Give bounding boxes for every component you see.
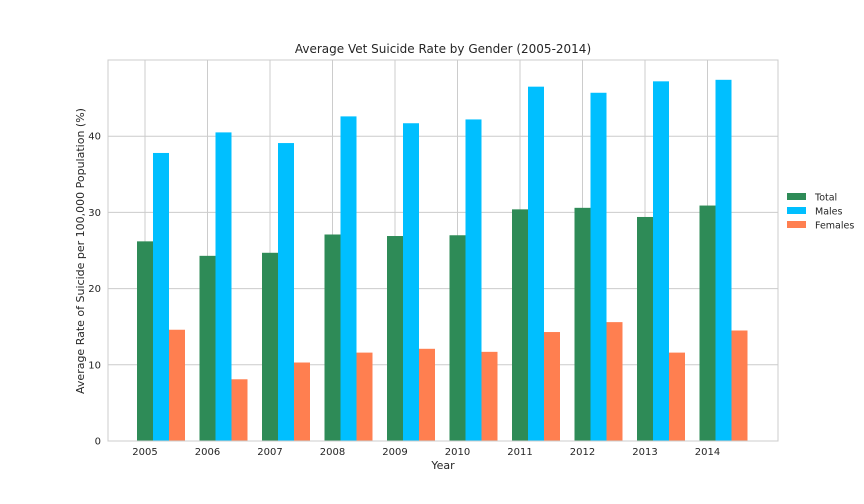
x-tick-labels: 2005 2006 2007 2008 2009 2010 2011 2012 2013 2014 — [132, 447, 720, 458]
bar-males-2010 — [465, 119, 482, 441]
y-tick-labels: 0 10 20 30 40 — [88, 132, 101, 448]
x-tick-label: 2012 — [570, 447, 595, 458]
bar-total-2007 — [262, 252, 278, 441]
bar-total-2008 — [324, 234, 341, 441]
bar-females-2014 — [731, 330, 748, 441]
bar-females-2007 — [294, 362, 310, 441]
x-tick-label: 2013 — [632, 447, 657, 458]
x-tick-label: 2005 — [132, 447, 157, 458]
x-tick-label: 2014 — [695, 447, 720, 458]
bar-females-2013 — [669, 352, 685, 441]
bar-females-2006 — [231, 379, 248, 441]
bar-total-2011 — [512, 209, 528, 441]
bar-total-2010 — [449, 235, 466, 441]
bar-total-2005 — [137, 241, 153, 441]
x-tick-label: 2009 — [382, 447, 407, 458]
plot-frame — [107, 59, 779, 442]
bar-total-2012 — [574, 207, 591, 441]
y-tick-label: 40 — [88, 132, 101, 143]
bar-total-2014 — [699, 205, 716, 441]
bar-females-2010 — [481, 351, 498, 441]
bar-females-2005 — [169, 329, 185, 441]
legend-swatch-males — [787, 207, 806, 214]
y-tick-label: 20 — [88, 284, 101, 295]
bar-males-2009 — [403, 123, 419, 441]
x-axis-label: Year — [430, 459, 455, 472]
bar-males-2014 — [715, 79, 732, 441]
bar-females-2011 — [544, 332, 560, 441]
bar-males-2013 — [653, 81, 669, 441]
legend-label-females: Females — [815, 221, 854, 232]
legend: Total Males Females — [787, 193, 854, 232]
chart-title: Average Vet Suicide Rate by Gender (2005… — [295, 42, 591, 56]
legend-label-males: Males — [815, 207, 843, 218]
bar-males-2012 — [590, 92, 607, 442]
x-tick-label: 2011 — [507, 447, 532, 458]
bar-males-2007 — [278, 143, 294, 442]
bar-total-2013 — [637, 216, 653, 441]
y-axis-label: Average Rate of Suicide per 100,000 Popu… — [74, 108, 87, 394]
legend-swatch-total — [787, 193, 806, 200]
bar-females-2008 — [356, 352, 373, 441]
bar-males-2011 — [528, 86, 544, 442]
bar-males-2008 — [340, 116, 357, 441]
legend-label-total: Total — [814, 193, 837, 204]
bar-total-2009 — [387, 236, 403, 441]
legend-swatch-females — [787, 221, 806, 228]
bars — [137, 79, 748, 442]
y-tick-label: 0 — [95, 437, 101, 448]
x-tick-label: 2007 — [257, 447, 282, 458]
bar-males-2006 — [215, 132, 232, 441]
bar-females-2009 — [419, 348, 435, 441]
y-tick-label: 10 — [88, 360, 101, 371]
x-tick-label: 2008 — [320, 447, 345, 458]
x-tick-label: 2006 — [195, 447, 220, 458]
x-tick-label: 2010 — [445, 447, 470, 458]
bar-total-2006 — [199, 255, 216, 441]
y-tick-label: 30 — [88, 208, 101, 219]
bar-females-2012 — [606, 322, 623, 441]
bar-males-2005 — [153, 152, 169, 442]
